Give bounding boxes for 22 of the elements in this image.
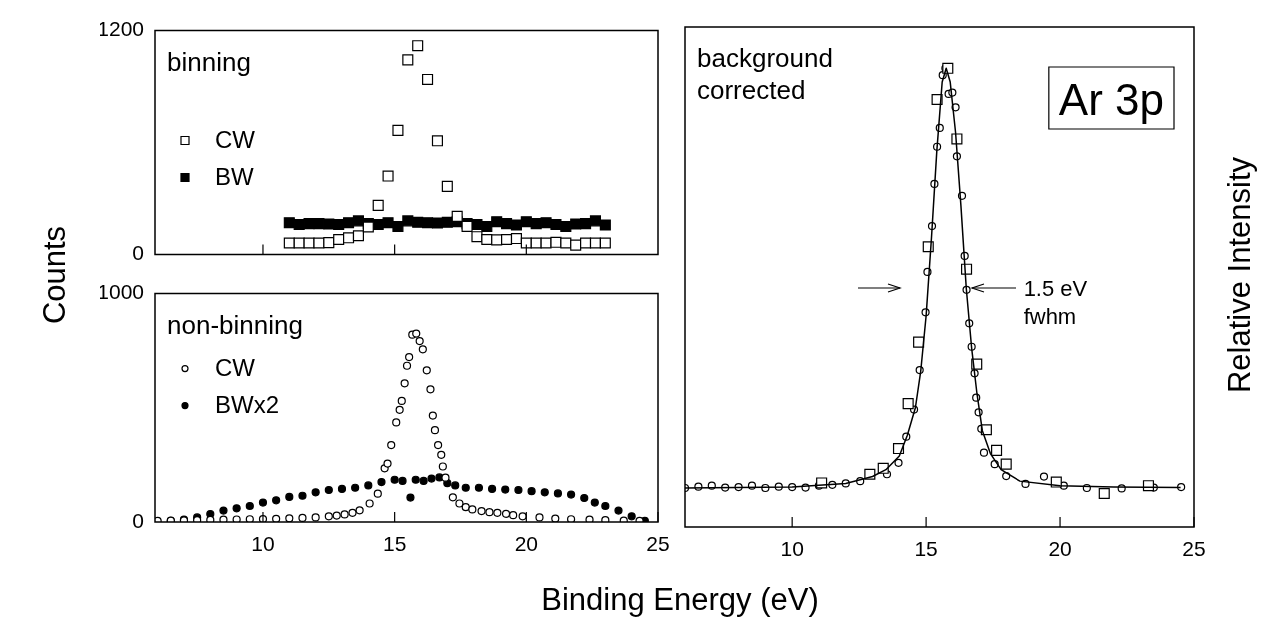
x-tick-label: 10 (251, 532, 275, 556)
y2-axis-title: Relative Intensity (1222, 156, 1258, 394)
x-tick-label: 25 (646, 532, 670, 556)
y-tick-label: 0 (132, 241, 144, 265)
x-tick-label: 15 (914, 537, 938, 561)
annotation: non-binning (167, 309, 303, 340)
legend-label: CW (215, 126, 256, 154)
x-tick-label: 20 (514, 532, 538, 556)
annotation: background corrected (697, 43, 833, 105)
x-tick-label: 25 (1182, 537, 1206, 561)
y-axis-title: Counts (37, 225, 73, 325)
x-axis-title: Binding Energy (eV) (541, 582, 819, 618)
y-tick-label: 0 (132, 508, 144, 532)
legend-label: BW (215, 163, 255, 191)
legend-label: BWx2 (215, 391, 280, 419)
x-tick-label: 15 (382, 532, 407, 556)
annotation: Ar 3p (1058, 75, 1165, 124)
x-tick-label: 20 (1048, 537, 1072, 561)
annotation: 1.5 eV fwhm (1023, 276, 1088, 330)
legend-label: CW (215, 354, 256, 382)
annotation: binning (167, 46, 251, 77)
x-tick-label: 10 (780, 537, 804, 561)
